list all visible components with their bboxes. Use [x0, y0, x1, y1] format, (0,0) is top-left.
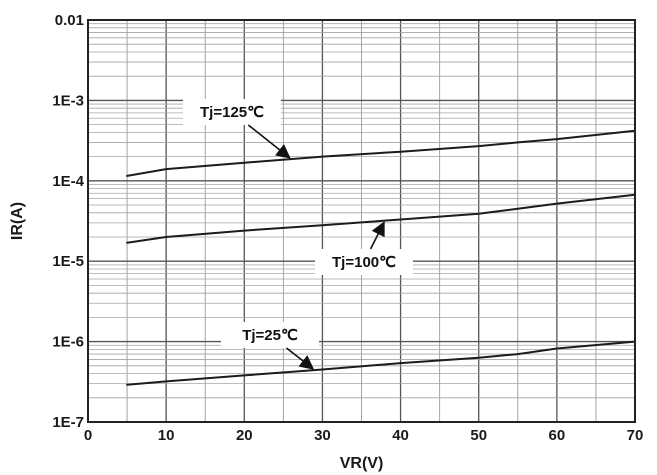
annotation-arrow: [369, 221, 385, 250]
annotation-box: [315, 249, 413, 275]
series-annotation: Tj=25℃: [221, 322, 319, 370]
x-tick-label: 40: [392, 427, 409, 444]
annotation-arrow: [247, 124, 291, 159]
x-tick-label: 20: [236, 427, 253, 444]
series-annotation: Tj=125℃: [183, 99, 291, 159]
x-tick-label: 30: [314, 427, 331, 444]
annotation-label: Tj=25℃: [242, 327, 298, 344]
annotation-box: [221, 322, 319, 348]
x-tick-label: 50: [470, 427, 487, 444]
x-tick-label: 70: [627, 427, 644, 444]
series-annotation: Tj=100℃: [315, 221, 413, 275]
series-line-2: [126, 340, 636, 386]
y-tick-label: 1E-6: [52, 334, 84, 351]
y-tick-label: 1E-7: [52, 414, 84, 431]
annotation-layer: Tj=125℃ Tj=100℃ Tj=25℃: [183, 99, 413, 370]
series-line-1: [126, 193, 636, 244]
x-tick-label: 10: [158, 427, 175, 444]
annotation-label: Tj=100℃: [332, 254, 396, 271]
y-tick-label: 1E-3: [52, 92, 84, 109]
y-tick-label: 1E-5: [52, 253, 84, 270]
x-tick-label: 0: [84, 427, 92, 444]
y-tick-label: 0.01: [55, 12, 84, 29]
y-tick-label: 1E-4: [52, 173, 84, 190]
annotation-box: [183, 99, 281, 125]
grid-layer: [88, 20, 635, 422]
x-tick-label: 60: [549, 427, 566, 444]
series-line-0: [126, 129, 636, 177]
y-axis-label: IR(A): [9, 202, 26, 240]
plot-frame: [87, 19, 636, 423]
annotation-label: Tj=125℃: [200, 104, 264, 121]
annotation-arrow: [286, 347, 315, 370]
series-layer: [126, 129, 636, 386]
tick-layer: 0 10 20 30 40 50 60 70 1E-7 1E-6 1E-5 1E-4 1E-3 0.01: [52, 12, 643, 444]
x-axis-label: VR(V): [340, 455, 384, 472]
